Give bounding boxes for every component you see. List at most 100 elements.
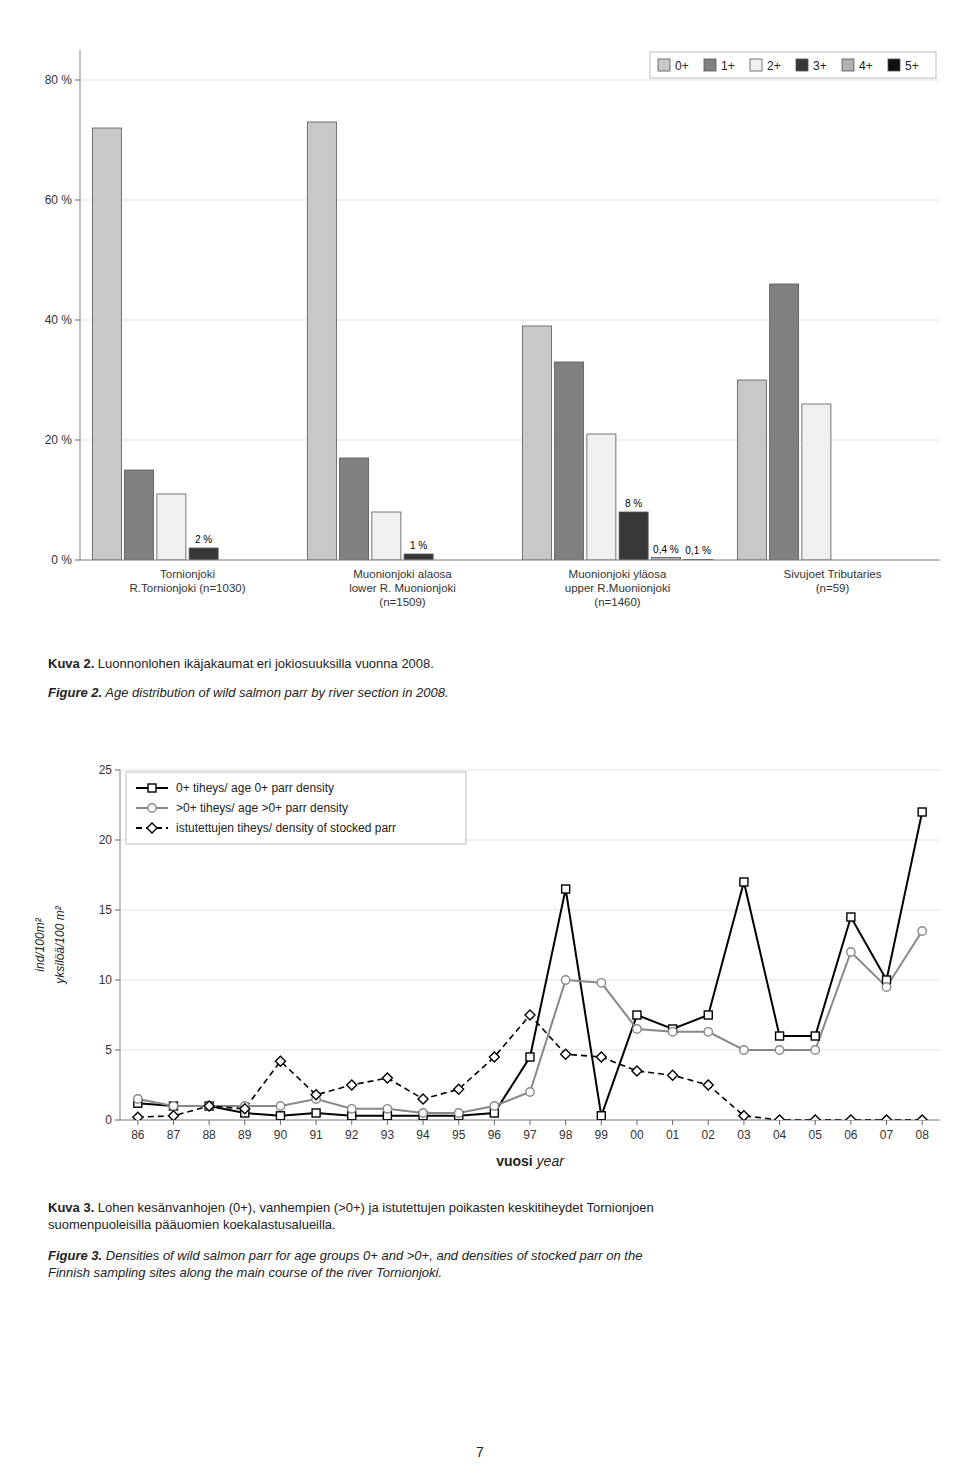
legend-label: istutettujen tiheys/ density of stocked … [176, 821, 396, 835]
figure: 0 %20 %40 %60 %80 %2 %1 %8 %0,4 %0,1 %To… [0, 0, 960, 1475]
line [138, 812, 922, 1116]
legend: 0+1+2+3+4+5+ [650, 52, 936, 78]
legend-label: 2+ [767, 59, 781, 73]
tick-label: 96 [488, 1128, 502, 1142]
point [632, 1066, 642, 1076]
point [597, 1112, 605, 1120]
tick-mark [530, 1120, 531, 1125]
tick-label: 5 [105, 1043, 112, 1057]
point [668, 1028, 676, 1036]
category-label: Muonionjoki yläosaupper R.Muonionjoki(n=… [565, 568, 670, 608]
tick-label: 90 [274, 1128, 288, 1142]
line [138, 931, 922, 1113]
tick-mark [351, 1120, 352, 1125]
legend-label: 1+ [721, 59, 735, 73]
data-label: 0,4 % [653, 544, 679, 555]
y-axis-label: ind/100m² [33, 917, 47, 971]
point [276, 1112, 284, 1120]
legend-swatch [704, 59, 716, 71]
tick-mark [423, 1120, 424, 1125]
point [739, 1111, 749, 1120]
caption-part: Kuva 2. [48, 656, 94, 671]
point [846, 1115, 856, 1120]
legend-swatch [796, 59, 808, 71]
caption: suomenpuoleisilla pääuomien koekalastusa… [48, 1217, 336, 1232]
tick-mark [75, 80, 80, 81]
tick-label: 00 [630, 1128, 644, 1142]
tick-label: 94 [416, 1128, 430, 1142]
category-label-line: (n=59) [816, 582, 850, 594]
point [169, 1102, 177, 1110]
point [419, 1109, 427, 1117]
tick-label: 01 [666, 1128, 680, 1142]
point [525, 1010, 535, 1020]
tick-mark [280, 1120, 281, 1125]
legend-swatch [658, 59, 670, 71]
legend-label: 4+ [859, 59, 873, 73]
tick-mark [75, 320, 80, 321]
caption-part: Age distribution of wild salmon parr by … [102, 685, 448, 700]
point [596, 1052, 606, 1062]
point [276, 1102, 284, 1110]
tick-label: 86 [131, 1128, 145, 1142]
tick-mark [75, 440, 80, 441]
data-label: 8 % [625, 498, 642, 509]
point [703, 1080, 713, 1090]
bar [125, 470, 154, 560]
tick-mark [244, 1120, 245, 1125]
point [169, 1102, 177, 1110]
point [775, 1046, 783, 1054]
bar-chart: 0 %20 %40 %60 %80 %2 %1 %8 %0,4 %0,1 %To… [45, 50, 940, 608]
category-label-line: Sivujoet Tributaries [784, 568, 882, 580]
tick-mark [137, 1120, 138, 1125]
tick-mark [850, 1120, 851, 1125]
tick-mark [115, 1050, 120, 1051]
tick-label: 97 [523, 1128, 537, 1142]
legend-swatch [888, 59, 900, 71]
tick-label: 04 [773, 1128, 787, 1142]
point [418, 1094, 428, 1104]
grid-line [80, 560, 940, 561]
tick-label: 20 [99, 833, 113, 847]
grid-line [120, 770, 940, 771]
legend-label: 0+ tiheys/ age 0+ parr density [176, 781, 334, 795]
tick-label: 98 [559, 1128, 573, 1142]
point [740, 878, 748, 886]
caption: Kuva 2. Luonnonlohen ikäjakaumat eri jok… [48, 656, 434, 671]
tick-label: 99 [595, 1128, 609, 1142]
tick-mark [316, 1120, 317, 1125]
point [918, 808, 926, 816]
point [668, 1070, 678, 1080]
legend-marker [148, 804, 156, 812]
caption: Finnish sampling sites along the main co… [48, 1265, 442, 1280]
point [133, 1112, 143, 1120]
point [526, 1053, 534, 1061]
point [775, 1115, 785, 1120]
tick-label: 60 % [45, 193, 73, 207]
grid-line [120, 910, 940, 911]
bar [189, 548, 218, 560]
legend-marker [148, 784, 156, 792]
legend-label: >0+ tiheys/ age >0+ parr density [176, 801, 348, 815]
bar [404, 554, 433, 560]
point [847, 913, 855, 921]
point [633, 1011, 641, 1019]
tick-label: 03 [737, 1128, 751, 1142]
point [489, 1052, 499, 1062]
bar [587, 434, 616, 560]
legend-marker [147, 823, 157, 833]
caption-part: suomenpuoleisilla pääuomien koekalastusa… [48, 1217, 336, 1232]
bar [307, 122, 336, 560]
category-label-line: lower R. Muonionjoki [349, 582, 456, 594]
point [168, 1111, 178, 1120]
category-label: Muonionjoki alaosalower R. Muonionjoki(n… [349, 568, 456, 608]
point [811, 1032, 819, 1040]
bar [340, 458, 369, 560]
tick-label: 89 [238, 1128, 252, 1142]
x-axis-label: vuosi year [496, 1153, 565, 1169]
point [562, 885, 570, 893]
tick-mark [922, 1120, 923, 1125]
legend-box [650, 52, 936, 78]
point [526, 1088, 534, 1096]
data-label: 1 % [410, 540, 427, 551]
